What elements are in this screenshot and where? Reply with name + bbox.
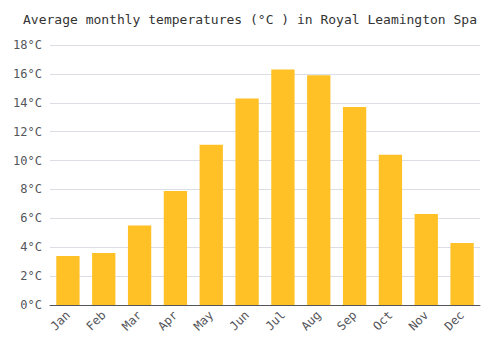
svg-text:Feb: Feb xyxy=(83,308,108,333)
svg-text:16°C: 16°C xyxy=(13,67,42,81)
svg-text:0°C: 0°C xyxy=(20,298,42,312)
svg-text:Average monthly temperatures (: Average monthly temperatures (°C ) in Ro… xyxy=(23,12,477,27)
svg-text:Jan: Jan xyxy=(48,308,73,333)
svg-text:12°C: 12°C xyxy=(13,125,42,139)
svg-text:Jul: Jul xyxy=(263,308,288,333)
svg-text:Nov: Nov xyxy=(406,308,431,333)
svg-text:Mar: Mar xyxy=(119,308,144,333)
svg-text:Aug: Aug xyxy=(298,308,323,333)
svg-text:8°C: 8°C xyxy=(20,182,42,196)
svg-text:18°C: 18°C xyxy=(13,38,42,52)
svg-text:Dec: Dec xyxy=(442,308,467,333)
svg-text:Jun: Jun xyxy=(227,308,252,333)
svg-text:May: May xyxy=(191,308,216,333)
svg-text:14°C: 14°C xyxy=(13,96,42,110)
svg-text:6°C: 6°C xyxy=(20,211,42,225)
svg-text:Oct: Oct xyxy=(370,308,395,333)
svg-text:Sep: Sep xyxy=(334,308,359,333)
svg-text:10°C: 10°C xyxy=(13,154,42,168)
svg-text:Apr: Apr xyxy=(155,308,180,333)
svg-text:2°C: 2°C xyxy=(20,269,42,283)
svg-text:4°C: 4°C xyxy=(20,240,42,254)
